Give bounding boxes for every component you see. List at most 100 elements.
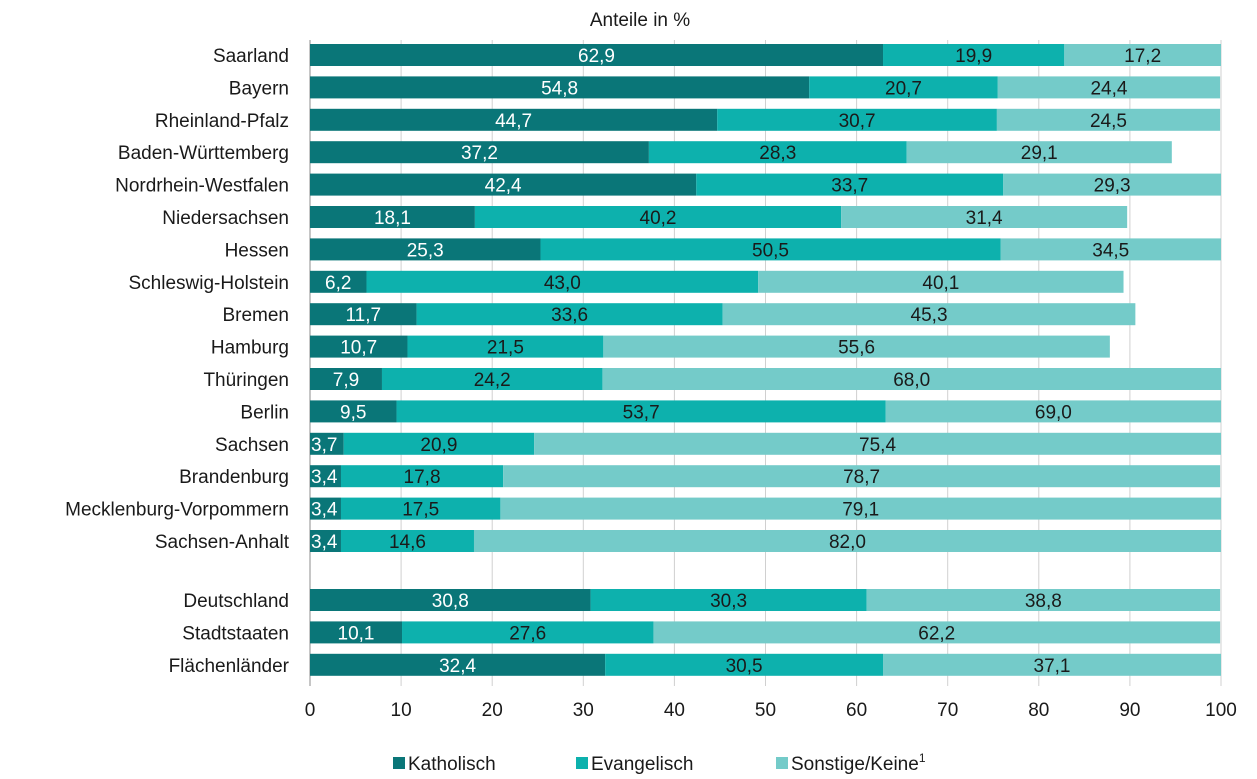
bar-evangelisch-10 bbox=[381, 368, 603, 390]
x-tick-label: 50 bbox=[755, 700, 776, 721]
category-label: Schleswig-Holstein bbox=[128, 273, 289, 294]
bar-sonstige-keine-13 bbox=[503, 465, 1221, 488]
data-label: 30,8 bbox=[432, 591, 469, 612]
bar-evangelisch-5 bbox=[474, 206, 842, 228]
data-label: 11,7 bbox=[346, 305, 382, 326]
category-label: Rheinland-Pfalz bbox=[155, 111, 289, 132]
data-label: 38,8 bbox=[1025, 591, 1062, 612]
data-label: 68,0 bbox=[893, 370, 930, 391]
bar-sonstige-keine-1 bbox=[997, 76, 1221, 99]
bar-katholisch-15 bbox=[310, 530, 341, 552]
bar-katholisch-11 bbox=[310, 400, 397, 423]
bar-sonstige-keine-15 bbox=[473, 530, 1222, 552]
data-label: 62,2 bbox=[918, 623, 955, 644]
data-label: 30,3 bbox=[710, 591, 747, 612]
legend-label: Evangelisch bbox=[591, 754, 693, 775]
data-label: 6,2 bbox=[325, 273, 351, 294]
category-label: Hessen bbox=[225, 240, 289, 261]
bar-evangelisch-18 bbox=[605, 653, 884, 676]
bar-evangelisch-9 bbox=[407, 335, 604, 358]
data-label: 19,9 bbox=[955, 46, 992, 67]
data-label: 3,7 bbox=[311, 435, 337, 456]
x-tick-label: 10 bbox=[391, 700, 412, 721]
category-label: Flächenländer bbox=[169, 656, 290, 677]
category-labels: Saarland Bayern Rheinland-Pfalz Baden-Württ… bbox=[65, 46, 290, 677]
data-label: 30,7 bbox=[839, 111, 876, 132]
x-tick-label: 100 bbox=[1205, 700, 1237, 721]
data-label: 75,4 bbox=[859, 435, 896, 456]
data-label: 24,5 bbox=[1090, 111, 1127, 132]
data-label: 54,8 bbox=[541, 78, 578, 99]
chart-title: Anteile in % bbox=[590, 10, 690, 31]
data-label: 3,4 bbox=[311, 467, 338, 488]
data-label: 25,3 bbox=[407, 240, 444, 261]
bar-sonstige-keine-11 bbox=[885, 400, 1221, 423]
data-label: 28,3 bbox=[759, 143, 796, 164]
bar-evangelisch-2 bbox=[717, 108, 997, 131]
data-label: 33,6 bbox=[551, 305, 588, 326]
data-label: 69,0 bbox=[1035, 402, 1072, 423]
bar-katholisch-18 bbox=[310, 653, 606, 676]
legend-swatch bbox=[776, 757, 788, 769]
bar-evangelisch-3 bbox=[648, 141, 907, 164]
bar-sonstige-keine-18 bbox=[883, 653, 1221, 676]
data-label: 43,0 bbox=[544, 273, 581, 294]
data-label: 42,4 bbox=[485, 176, 522, 197]
data-label: 78,7 bbox=[843, 467, 880, 488]
bar-evangelisch-16 bbox=[590, 589, 867, 611]
category-label: Hamburg bbox=[211, 338, 289, 359]
legend-footnote-marker: 1 bbox=[919, 751, 926, 765]
bar-evangelisch-8 bbox=[416, 303, 723, 326]
data-label: 24,2 bbox=[474, 370, 511, 391]
bar-katholisch-16 bbox=[310, 589, 591, 611]
bar-katholisch-8 bbox=[310, 303, 417, 326]
data-label: 53,7 bbox=[623, 402, 660, 423]
data-label: 10,1 bbox=[338, 623, 375, 644]
category-label: Stadtstaaten bbox=[182, 623, 289, 644]
data-label: 7,9 bbox=[333, 370, 359, 391]
legend-label-text: Sonstige/Keine bbox=[791, 754, 919, 775]
bar-katholisch-4 bbox=[310, 173, 697, 196]
bar-sonstige-keine-0 bbox=[1064, 44, 1221, 66]
data-label: 33,7 bbox=[831, 176, 868, 197]
category-label: Sachsen-Anhalt bbox=[155, 532, 290, 553]
bar-katholisch-10 bbox=[310, 368, 382, 390]
data-label: 9,5 bbox=[340, 402, 366, 423]
data-label: 29,1 bbox=[1021, 143, 1058, 164]
bar-katholisch-12 bbox=[310, 432, 344, 455]
bar-katholisch-3 bbox=[310, 141, 649, 164]
bar-evangelisch-17 bbox=[402, 621, 654, 644]
bar-katholisch-6 bbox=[310, 238, 541, 261]
bar-evangelisch-11 bbox=[396, 400, 886, 423]
bar-evangelisch-6 bbox=[540, 238, 1001, 261]
data-label: 62,9 bbox=[578, 46, 615, 67]
data-label: 55,6 bbox=[838, 338, 875, 359]
legend-label-text: Evangelisch bbox=[591, 754, 693, 775]
data-label: 40,2 bbox=[640, 208, 677, 229]
bar-sonstige-keine-10 bbox=[602, 368, 1221, 390]
bar-sonstige-keine-2 bbox=[996, 108, 1221, 131]
data-label: 27,6 bbox=[509, 623, 546, 644]
bar-evangelisch-0 bbox=[883, 44, 1065, 66]
bar-sonstige-keine-14 bbox=[500, 497, 1221, 520]
category-label: Bayern bbox=[229, 78, 289, 99]
bar-katholisch-14 bbox=[310, 497, 341, 520]
legend-swatch bbox=[576, 757, 588, 769]
bar-evangelisch-1 bbox=[809, 76, 998, 99]
x-tick-label: 80 bbox=[1028, 700, 1049, 721]
legend-swatch bbox=[393, 757, 405, 769]
category-label: Niedersachsen bbox=[162, 208, 289, 229]
bar-katholisch-5 bbox=[310, 206, 475, 228]
bar-katholisch-7 bbox=[310, 270, 367, 293]
bar-sonstige-keine-3 bbox=[906, 141, 1172, 164]
data-label: 14,6 bbox=[389, 532, 426, 553]
bars: 62,9 19,9 17,2 54,8 20,7 24,4 44,7 30,7 24,5 37,2… bbox=[310, 44, 1222, 677]
bar-evangelisch-7 bbox=[366, 270, 759, 293]
bar-sonstige-keine-7 bbox=[758, 270, 1124, 293]
data-label: 31,4 bbox=[966, 208, 1003, 229]
category-label: Saarland bbox=[213, 46, 289, 67]
data-label: 3,4 bbox=[311, 500, 338, 521]
category-label: Deutschland bbox=[183, 591, 289, 612]
bar-katholisch-1 bbox=[310, 76, 810, 99]
x-tick-label: 60 bbox=[846, 700, 867, 721]
